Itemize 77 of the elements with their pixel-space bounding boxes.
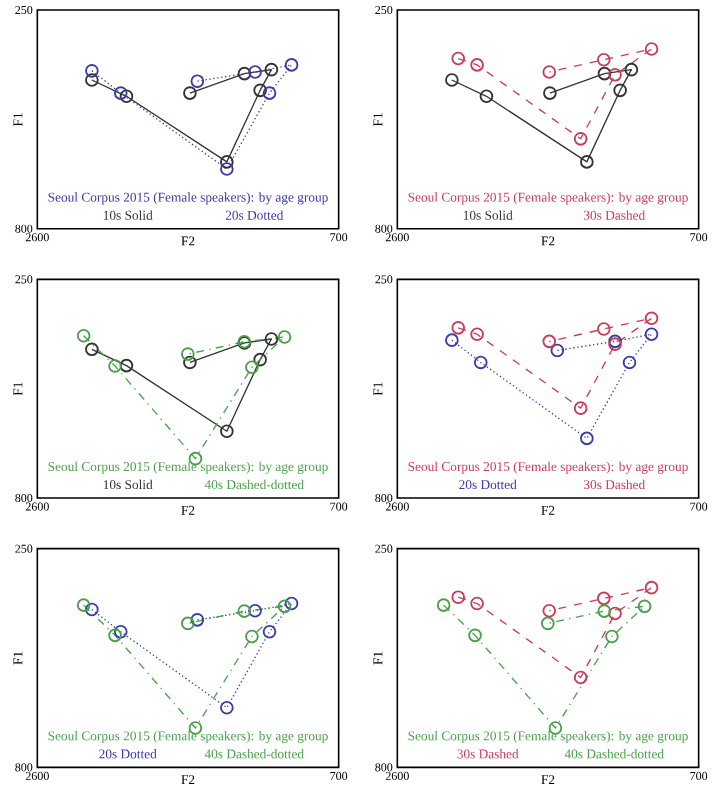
point: [220, 424, 234, 439]
point: [597, 66, 612, 81]
point: [284, 58, 299, 72]
point: [637, 599, 652, 614]
point: [220, 155, 234, 169]
point: [237, 604, 252, 618]
point: [445, 333, 459, 347]
point: [245, 629, 259, 644]
point: [550, 343, 565, 358]
point: [542, 603, 557, 618]
point: [451, 590, 466, 604]
point: [85, 73, 99, 87]
point: [108, 628, 122, 643]
point: [451, 321, 466, 335]
point: [470, 327, 484, 342]
point: [573, 401, 588, 415]
point: [253, 352, 267, 367]
point: [597, 52, 611, 67]
point: [181, 616, 195, 631]
point: [580, 155, 594, 169]
point: [113, 624, 128, 639]
point: [470, 596, 484, 611]
point: [644, 327, 659, 342]
point: [597, 604, 612, 618]
point: [76, 598, 91, 612]
point: [113, 86, 128, 100]
point: [253, 83, 267, 98]
point: [108, 359, 122, 373]
point: [183, 86, 197, 100]
point: [608, 68, 622, 82]
point: [237, 66, 252, 81]
point: [542, 334, 557, 349]
point: [220, 162, 234, 176]
point: [541, 616, 555, 631]
point: [608, 606, 622, 621]
point: [119, 89, 134, 104]
point: [597, 322, 611, 336]
point: [622, 355, 637, 370]
point: [644, 311, 659, 326]
point: [262, 624, 277, 639]
point: [597, 591, 611, 606]
point: [277, 599, 292, 614]
point: [573, 132, 588, 146]
point: [85, 342, 99, 357]
point: [220, 700, 234, 715]
point: [284, 596, 299, 611]
point: [468, 628, 482, 643]
point: [436, 598, 451, 612]
point: [76, 329, 91, 343]
point: [277, 330, 292, 344]
point: [573, 670, 588, 685]
point: [181, 347, 195, 361]
point: [473, 355, 488, 370]
point: [248, 603, 262, 618]
point: [183, 355, 197, 370]
point: [644, 42, 659, 56]
point: [613, 83, 627, 98]
point: [264, 62, 279, 77]
point: [190, 74, 205, 88]
point: [542, 65, 557, 79]
point: [605, 629, 619, 644]
point: [85, 602, 99, 617]
point: [262, 86, 277, 100]
point: [119, 358, 134, 373]
point: [644, 580, 659, 595]
point: [445, 73, 459, 87]
point: [264, 332, 279, 346]
point: [543, 86, 557, 100]
point: [580, 431, 594, 446]
point: [451, 51, 466, 66]
point: [245, 360, 259, 375]
point: [248, 65, 262, 79]
point: [479, 89, 494, 104]
point: [470, 58, 484, 72]
point: [624, 62, 639, 77]
point: [85, 64, 99, 78]
point: [190, 613, 205, 627]
